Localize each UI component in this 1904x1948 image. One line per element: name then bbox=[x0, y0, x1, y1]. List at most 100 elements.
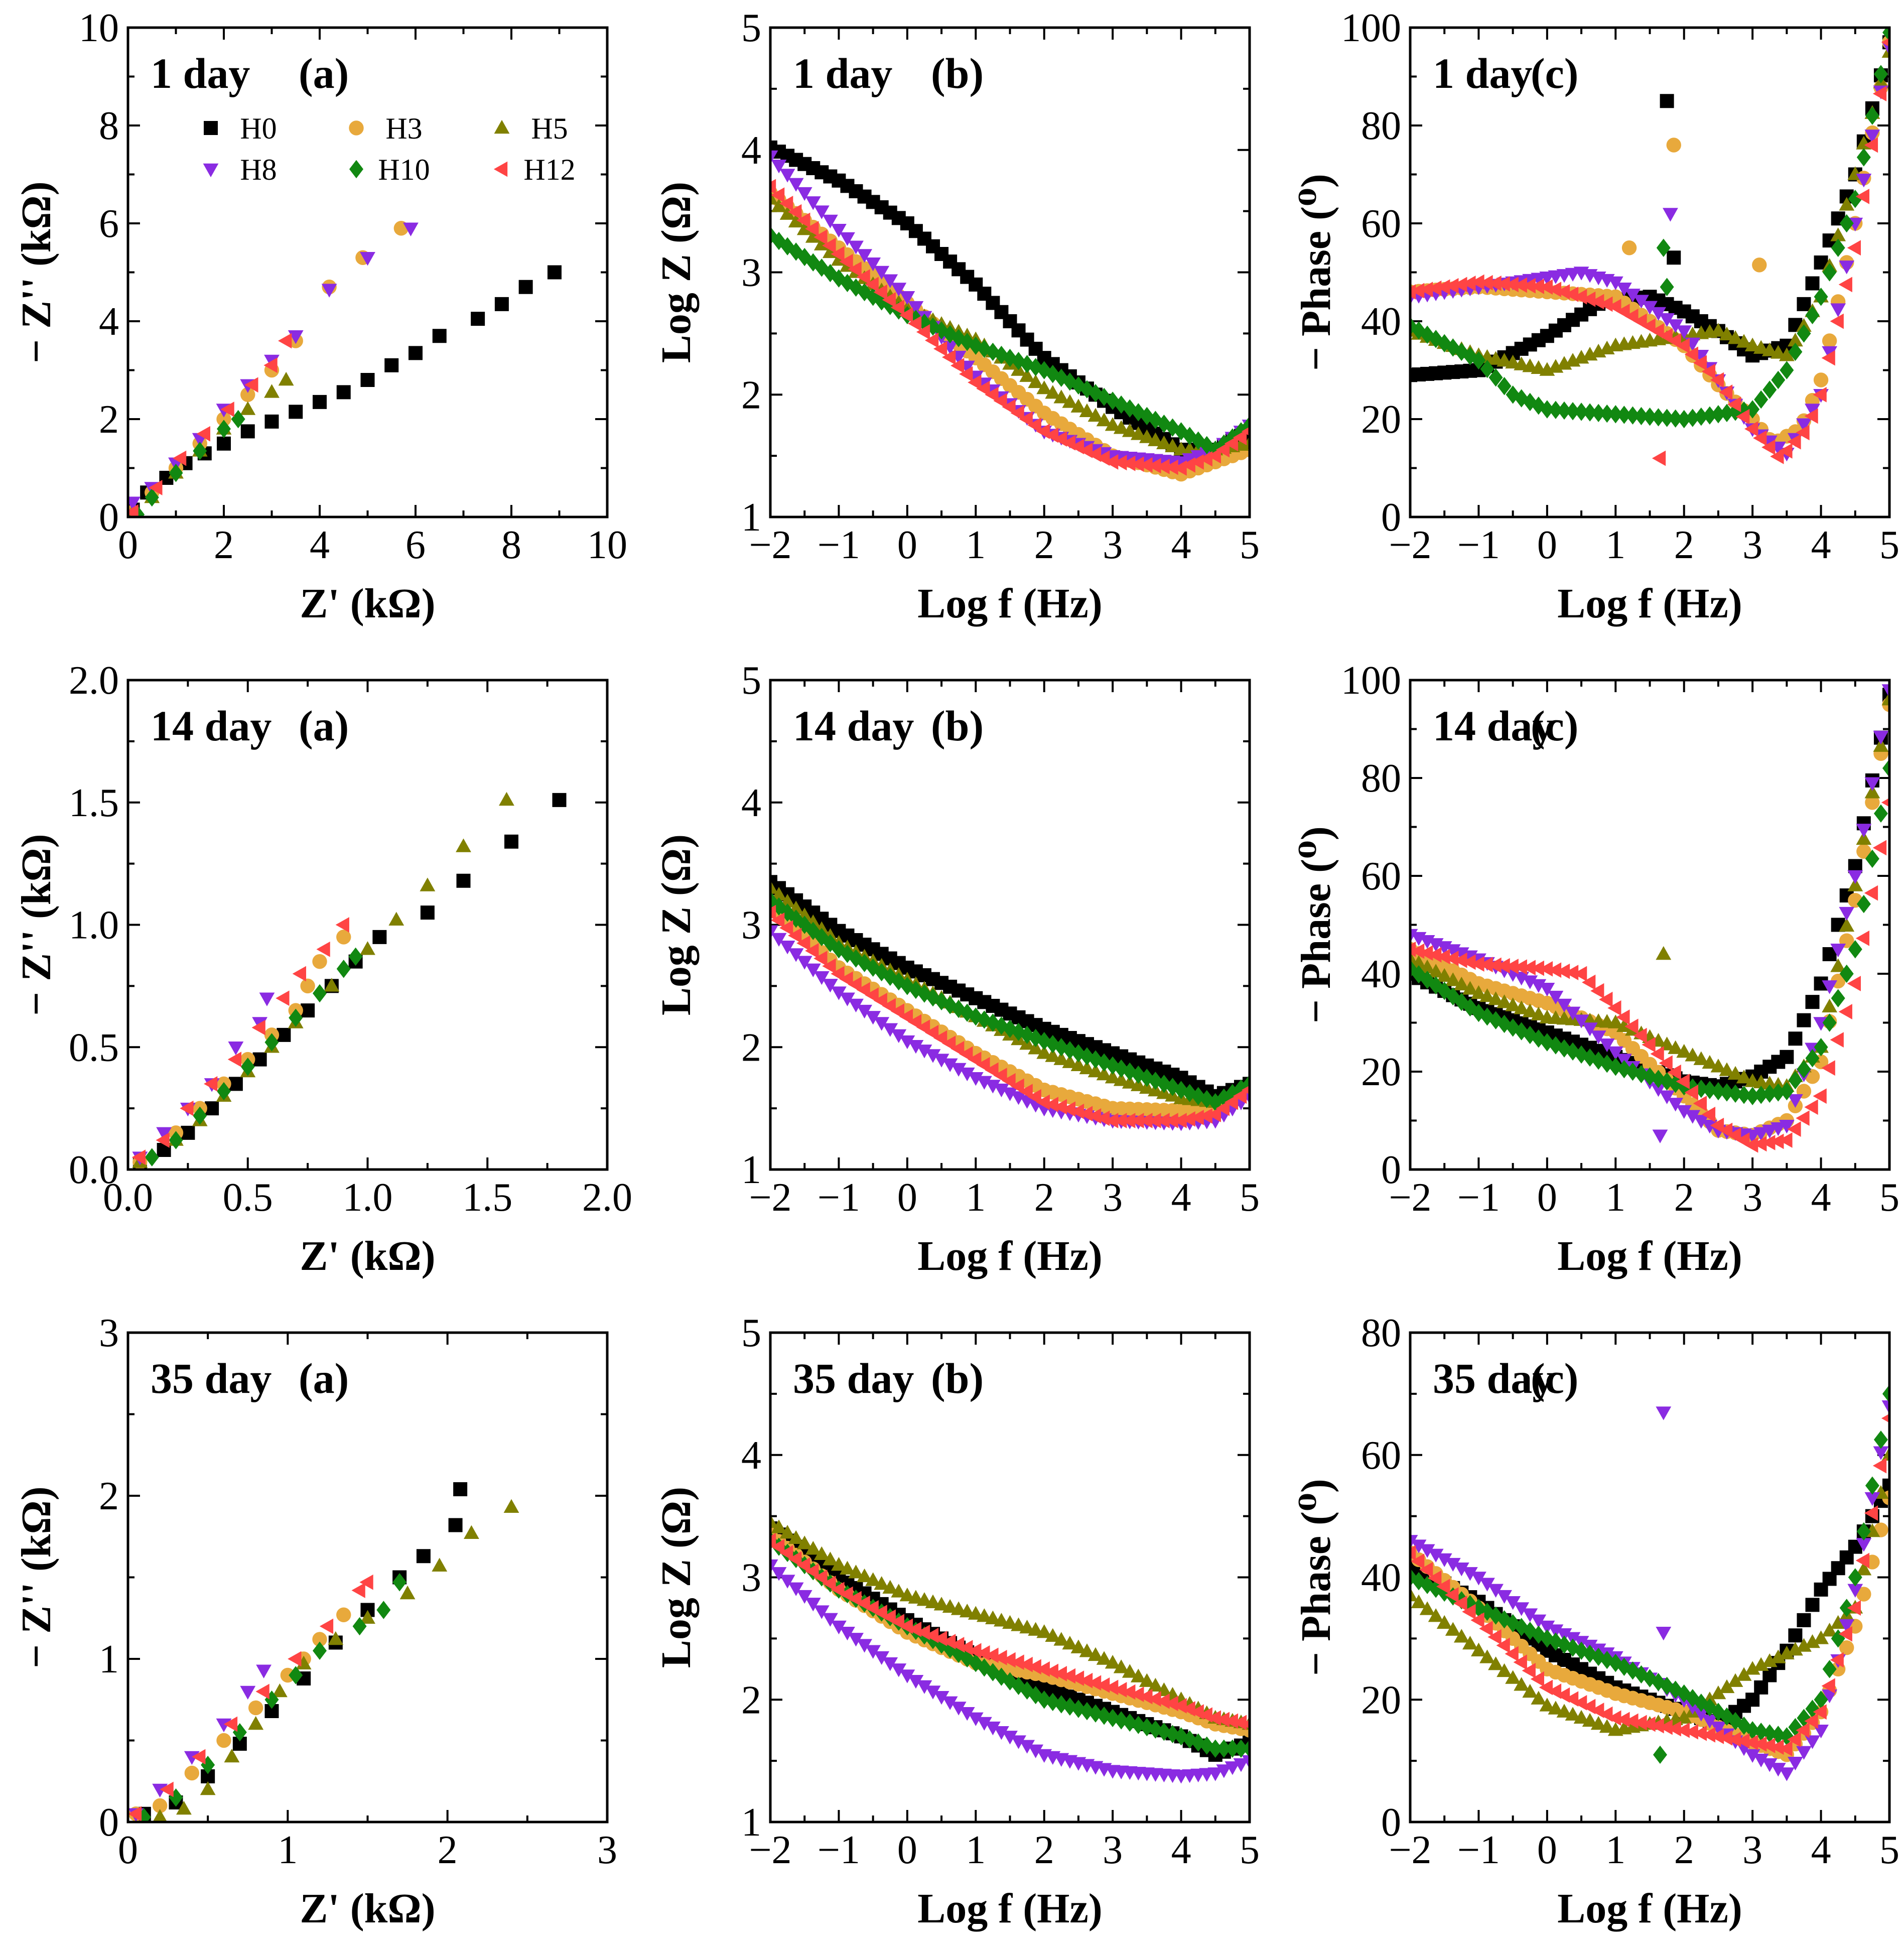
y-tick-label: 4 bbox=[741, 781, 761, 825]
data-point-H8 bbox=[874, 266, 890, 280]
data-point-H12 bbox=[985, 1062, 999, 1078]
data-point-H5 bbox=[771, 1519, 787, 1533]
x-axis-label: Log f (Hz) bbox=[1557, 1233, 1742, 1279]
data-point-H12 bbox=[1599, 296, 1613, 312]
data-point-H5 bbox=[1165, 438, 1180, 453]
data-point-H8 bbox=[1011, 1091, 1026, 1105]
data-point-H10 bbox=[986, 342, 1000, 361]
legend-item-H8: H8 bbox=[203, 153, 277, 186]
x-tick-label: 2 bbox=[214, 523, 234, 567]
data-point-H5 bbox=[1462, 981, 1478, 995]
data-point-H8 bbox=[1796, 418, 1812, 432]
data-point-H8 bbox=[1028, 1744, 1044, 1758]
data-point-H12 bbox=[1830, 1652, 1844, 1668]
data-point-H0 bbox=[336, 385, 351, 400]
data-point-H0 bbox=[217, 436, 231, 451]
data-point-H0 bbox=[289, 405, 303, 419]
data-point-H12 bbox=[1522, 960, 1536, 976]
data-point-H12 bbox=[1479, 275, 1493, 291]
data-point-H0 bbox=[453, 1482, 468, 1496]
data-point-H8 bbox=[1676, 325, 1692, 339]
data-point-H12 bbox=[1684, 1724, 1698, 1740]
series-H8 bbox=[128, 1664, 271, 1822]
x-tick-label: −1 bbox=[1457, 523, 1500, 567]
data-point-H8 bbox=[1822, 346, 1838, 360]
data-point-H5 bbox=[857, 1568, 872, 1583]
data-point-H8 bbox=[1182, 453, 1198, 467]
data-point-H10 bbox=[1831, 238, 1845, 257]
data-point-H8 bbox=[1548, 1624, 1564, 1638]
data-point-H12 bbox=[1445, 951, 1459, 966]
data-point-H12 bbox=[149, 480, 163, 495]
data-point-H5 bbox=[200, 1781, 216, 1795]
data-point-H8 bbox=[959, 1707, 975, 1721]
data-point-H3 bbox=[1856, 844, 1871, 859]
data-point-H8 bbox=[1599, 1038, 1615, 1053]
data-point-H10 bbox=[1566, 402, 1580, 421]
data-point-H12 bbox=[1010, 405, 1024, 421]
data-point-H12 bbox=[1753, 1736, 1767, 1752]
data-point-H5 bbox=[1113, 1072, 1129, 1086]
data-point-H12 bbox=[1479, 957, 1493, 973]
data-point-H8 bbox=[908, 1040, 924, 1054]
data-point-H12 bbox=[1445, 278, 1459, 294]
data-point-H10 bbox=[1719, 404, 1734, 423]
data-point-H12 bbox=[1410, 1553, 1425, 1569]
x-tick-label: 8 bbox=[501, 523, 521, 567]
data-point-H10 bbox=[770, 226, 777, 245]
plot-frame bbox=[769, 679, 1251, 1171]
data-point-H8 bbox=[1624, 289, 1641, 303]
data-point-H12 bbox=[1513, 277, 1527, 293]
y-tick-label: 3 bbox=[741, 1556, 761, 1600]
data-point-H10 bbox=[1762, 380, 1777, 399]
x-tick-label: 3 bbox=[1742, 1176, 1762, 1220]
data-point-H8 bbox=[805, 196, 821, 210]
x-tick-label: 4 bbox=[1811, 1176, 1831, 1220]
panel-day-label: 35 day bbox=[151, 1354, 271, 1402]
data-point-H12 bbox=[770, 187, 785, 203]
data-point-H0 bbox=[552, 793, 567, 807]
data-point-H12 bbox=[1053, 1099, 1067, 1115]
data-point-H10 bbox=[832, 269, 846, 288]
x-tick-label: 4 bbox=[1171, 1176, 1191, 1220]
data-point-H12 bbox=[1087, 1108, 1102, 1124]
y-tick-label: 2 bbox=[741, 1025, 761, 1070]
data-point-H12 bbox=[805, 943, 819, 959]
y-tick-label: 3 bbox=[741, 903, 761, 948]
legend-item-H12: H12 bbox=[493, 153, 576, 186]
data-point-H12 bbox=[1164, 1113, 1178, 1128]
data-point-H5 bbox=[1864, 785, 1880, 799]
data-point-H12 bbox=[319, 1618, 334, 1634]
data-point-H5 bbox=[968, 1606, 984, 1620]
data-point-H12 bbox=[779, 195, 793, 211]
data-point-H0 bbox=[494, 297, 509, 311]
data-point-H12 bbox=[1864, 885, 1878, 901]
data-point-H3 bbox=[152, 1798, 168, 1813]
panel-r3b: −2 −1 0 1 2 3 4 5 1 2 3 4 5 35 day (b) Log f (Hz) Log Z … bbox=[653, 1311, 1260, 1932]
x-axis-label: Log f (Hz) bbox=[917, 580, 1103, 627]
data-point-H12 bbox=[1207, 1710, 1221, 1726]
data-point-H12 bbox=[1105, 1113, 1119, 1128]
y-tick-label: 0 bbox=[1381, 1800, 1401, 1845]
data-point-H12 bbox=[1650, 323, 1664, 339]
data-point-H5 bbox=[788, 1530, 804, 1544]
data-point-H8 bbox=[1805, 404, 1820, 418]
data-point-H12 bbox=[1659, 328, 1673, 344]
data-point-H5 bbox=[264, 384, 280, 398]
plot-frame bbox=[126, 26, 609, 518]
data-point-H5 bbox=[1036, 1045, 1052, 1059]
data-point-H8 bbox=[1805, 1735, 1820, 1749]
data-point-H10 bbox=[814, 258, 829, 277]
data-point-H3 bbox=[216, 412, 231, 427]
data-point-H12 bbox=[1864, 1505, 1878, 1521]
data-point-H5 bbox=[822, 1551, 838, 1566]
data-point-H12 bbox=[172, 450, 187, 466]
data-point-H12 bbox=[316, 941, 330, 957]
data-point-H12 bbox=[1847, 1600, 1861, 1616]
y-tick-label: 80 bbox=[1361, 756, 1401, 801]
data-point-H12 bbox=[1113, 455, 1127, 471]
data-point-H12 bbox=[1156, 1693, 1170, 1709]
data-point-H8 bbox=[1531, 1614, 1547, 1628]
data-point-H5 bbox=[1411, 1594, 1427, 1608]
y-tick-label: 5 bbox=[741, 659, 761, 703]
